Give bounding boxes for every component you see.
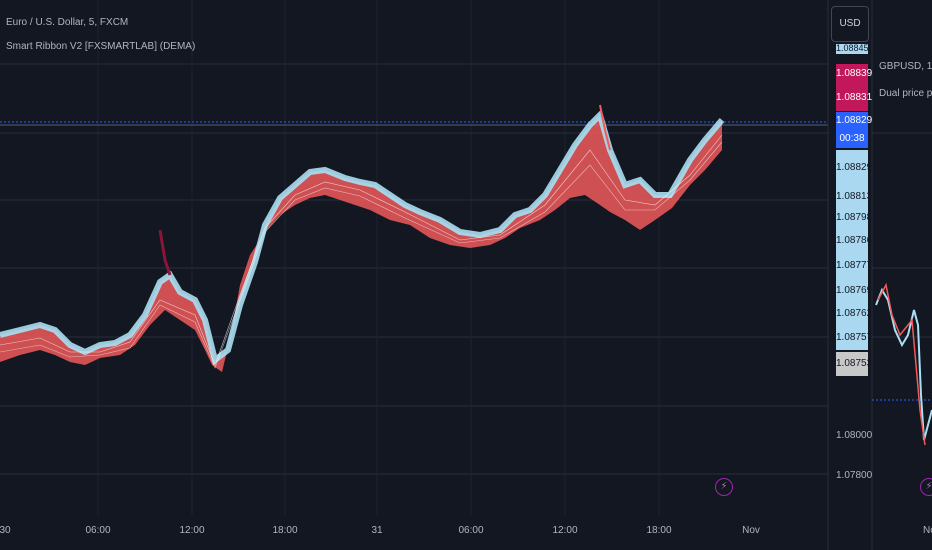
- side-time-label: No: [923, 525, 932, 536]
- time-label: 06:00: [85, 525, 111, 536]
- lightning-icon[interactable]: ⚡: [715, 478, 733, 496]
- time-label: 06:00: [458, 525, 484, 536]
- side-chart-title: GBPUSD, 15, F: [879, 61, 932, 72]
- price-label: 1.08839: [836, 64, 872, 84]
- side-chart: [872, 132, 932, 446]
- currency-button[interactable]: USD: [831, 6, 869, 42]
- price-tick: 1.07800: [836, 470, 873, 481]
- time-label: Nov: [742, 525, 760, 536]
- price-label: 1.08829: [836, 150, 872, 186]
- price-label: 1.08777: [836, 253, 872, 279]
- time-label: 30: [0, 525, 11, 536]
- time-label: 12:00: [179, 525, 205, 536]
- price-label: 1.08757: [836, 325, 872, 350]
- lightning-icon-side[interactable]: ⚡: [920, 478, 932, 496]
- price-label: 1.08813: [836, 186, 872, 207]
- time-label: 18:00: [646, 525, 672, 536]
- last-price-label: 1.08829: [836, 112, 872, 130]
- price-label: 1.08798: [836, 207, 872, 228]
- time-label: 18:00: [272, 525, 298, 536]
- price-label: 1.08845: [836, 44, 868, 54]
- price-label: 1.08769: [836, 279, 872, 302]
- price-ribbon: [0, 104, 725, 372]
- price-label: 1.08753: [836, 352, 872, 376]
- price-label: 1.08786: [836, 228, 872, 253]
- countdown-label: 00:38: [836, 130, 868, 148]
- time-label: 12:00: [552, 525, 578, 536]
- time-label: 31: [371, 525, 383, 536]
- price-label: 1.08762: [836, 302, 872, 325]
- price-tick: 1.08000: [836, 430, 873, 441]
- chart-title: Euro / U.S. Dollar, 5, FXCM: [6, 17, 129, 28]
- side-indicator-label: Dual price proj: [879, 88, 932, 99]
- price-label: 1.08831: [836, 84, 872, 111]
- indicator-label: Smart Ribbon V2 [FXSMARTLAB] (DEMA): [6, 41, 196, 52]
